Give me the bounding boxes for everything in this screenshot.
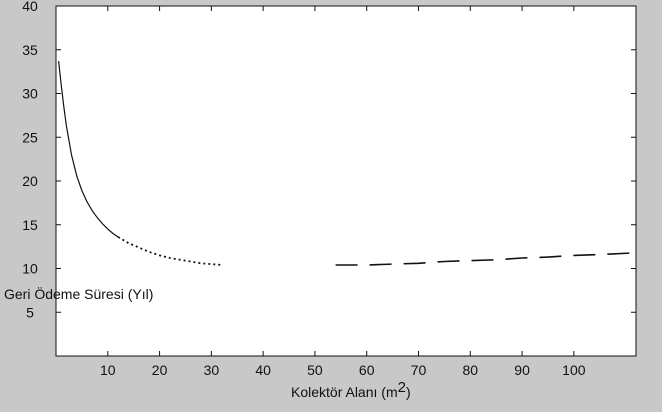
x-tick-label-60: 60 (359, 362, 375, 378)
x-axis-label-main: Kolektör Alanı (m (291, 384, 398, 400)
plot-frame (55, 5, 637, 357)
x-tick-label-30: 30 (204, 362, 220, 378)
series-line-3 (335, 252, 637, 266)
x-tick-label-70: 70 (411, 362, 427, 378)
plot-area (56, 6, 636, 356)
y-tick-label-15: 15 (22, 217, 38, 233)
x-tick-label-90: 90 (514, 362, 530, 378)
series-line-1 (58, 61, 119, 238)
tick-labels: 10 20 30 40 50 60 70 80 90 100 5 10 15 20 25 30 35 40 (22, 0, 586, 378)
x-tick-label-10: 10 (100, 362, 116, 378)
y-tick-label-20: 20 (22, 173, 38, 189)
y-tick-label-40: 40 (22, 0, 38, 14)
y-tick-label-10: 10 (22, 261, 38, 277)
y-tick-label-5: 5 (26, 304, 34, 320)
x-tick-label-80: 80 (462, 362, 478, 378)
series-layer (58, 61, 637, 266)
x-tick-label-40: 40 (255, 362, 271, 378)
x-tick-label-20: 20 (152, 362, 168, 378)
y-axis-label: Geri Ödeme Süresi (Yıl) (4, 285, 153, 302)
x-tick-label-100: 100 (562, 362, 586, 378)
y-tick-label-30: 30 (22, 86, 38, 102)
x-axis-label-superscript: 2 (398, 379, 406, 396)
y-tick-label-25: 25 (22, 129, 38, 145)
x-axis-label-close: ) (406, 384, 411, 400)
series-line-2 (117, 236, 222, 266)
y-tick-label-35: 35 (22, 42, 38, 58)
x-tick-label-50: 50 (307, 362, 323, 378)
x-axis-label: Kolektör Alanı (m2) (291, 379, 411, 400)
